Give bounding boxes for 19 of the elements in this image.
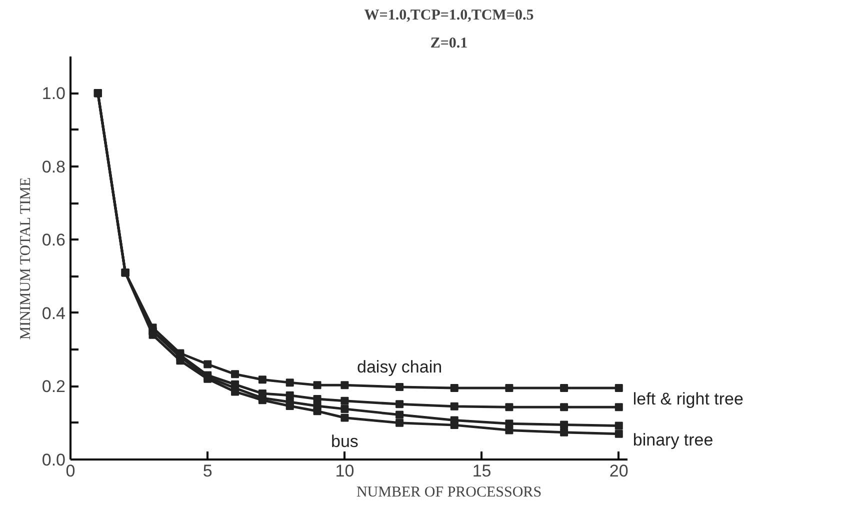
series-label: bus (330, 432, 358, 452)
x-tick-label: 5 (202, 462, 212, 480)
series-label: binary tree (632, 430, 714, 450)
y-tick-label: 0.8 (42, 157, 66, 176)
y-tick-label: 0.0 (42, 450, 66, 470)
y-tick-label: 0.4 (42, 304, 66, 323)
y-tick-label: 1.0 (42, 84, 66, 104)
chart-subtitle: Z=0.1 (430, 36, 468, 52)
x-tick-label: 15 (472, 462, 492, 480)
y-tick-label: 0.2 (42, 377, 66, 396)
y-axis-title: MINIMUM TOTAL TIME (18, 177, 34, 340)
x-tick-label: 10 (335, 462, 354, 480)
series-label: daisy chain (357, 357, 442, 376)
y-tick-label: 0.6 (42, 230, 66, 250)
x-tick-label: 0 (66, 462, 76, 480)
chart-title: W=1.0,TCP=1.0,TCM=0.5 (364, 8, 534, 24)
x-axis-title: NUMBER OF PROCESSORS (356, 484, 542, 500)
series-label: left & right tree (632, 390, 744, 409)
x-tick-label: 20 (609, 462, 628, 480)
